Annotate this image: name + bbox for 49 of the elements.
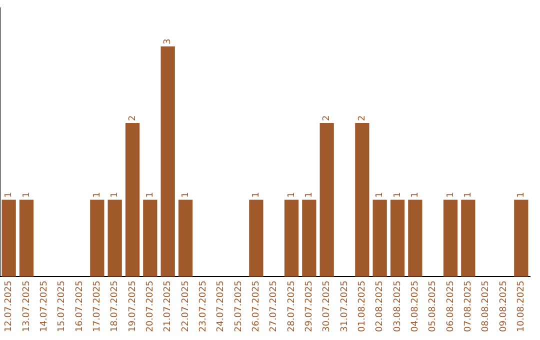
x-tick-label: 20.07.2025 (146, 280, 156, 332)
data-label: 1 (464, 192, 474, 198)
x-tick-label: 16.07.2025 (74, 280, 85, 332)
x-tick-label: 26.07.2025 (252, 280, 262, 332)
x-tick-label: 04.08.2025 (410, 280, 421, 332)
data-label: 1 (4, 192, 14, 198)
data-label: 2 (322, 115, 332, 122)
data-label: 3 (163, 38, 174, 44)
x-tick-label: 28.07.2025 (286, 280, 297, 332)
x-tick-label: 06.08.2025 (446, 280, 456, 332)
x-tick-label: 22.07.2025 (180, 280, 191, 332)
x-tick-label: 21.07.2025 (163, 280, 174, 332)
data-label: 1 (146, 192, 156, 198)
data-label: 2 (358, 115, 368, 122)
x-tick-label: 23.07.2025 (198, 280, 209, 332)
x-tick-label: 08.08.2025 (481, 280, 492, 332)
data-label: 1 (516, 192, 527, 198)
data-label: 1 (446, 192, 456, 198)
x-tick-label: 19.07.2025 (128, 280, 138, 332)
x-tick-label: 25.07.2025 (234, 280, 244, 332)
data-label: 1 (304, 192, 315, 198)
x-tick-label: 05.08.2025 (428, 280, 438, 332)
data-label: 1 (110, 192, 120, 198)
data-label: 1 (92, 192, 103, 198)
data-label: 1 (252, 192, 262, 198)
x-tick-label: 01.08.2025 (358, 280, 368, 332)
data-label: 1 (22, 192, 32, 198)
data-label: 1 (180, 192, 191, 198)
x-tick-label: 30.07.2025 (322, 280, 332, 332)
data-label: 1 (410, 192, 421, 198)
x-tick-label: 09.08.2025 (498, 280, 509, 332)
data-label: 1 (392, 192, 403, 198)
x-tick-label: 29.07.2025 (304, 280, 315, 332)
x-tick-label: 27.07.2025 (269, 280, 280, 332)
x-tick-label: 10.08.2025 (516, 280, 527, 332)
data-label: 2 (128, 115, 138, 122)
x-tick-label: 15.07.2025 (57, 280, 68, 332)
data-label: 1 (375, 192, 386, 198)
x-tick-label: 17.07.2025 (92, 280, 103, 332)
x-tick-label: 14.07.2025 (40, 280, 50, 332)
x-tick-label: 31.07.2025 (340, 280, 350, 332)
x-tick-label: 03.08.2025 (392, 280, 403, 332)
x-tick-label: 02.08.2025 (375, 280, 386, 332)
data-label: 1 (286, 192, 297, 198)
x-tick-label: 24.07.2025 (216, 280, 226, 332)
x-tick-label: 13.07.2025 (22, 280, 32, 332)
x-tick-label: 07.08.2025 (464, 280, 474, 332)
x-tick-label: 12.07.2025 (4, 280, 14, 332)
x-tick-label: 18.07.2025 (110, 280, 120, 332)
